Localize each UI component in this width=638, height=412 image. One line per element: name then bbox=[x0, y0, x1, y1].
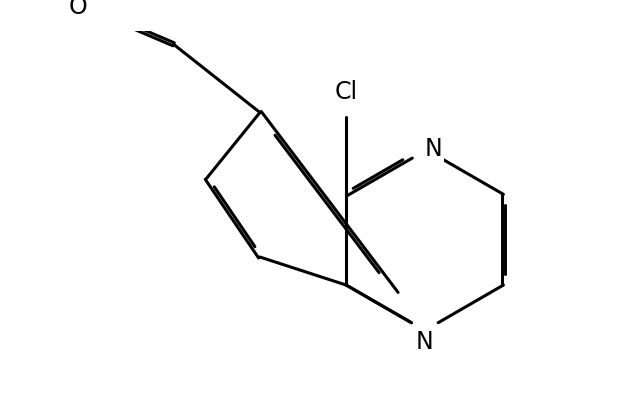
Text: O: O bbox=[68, 0, 87, 19]
Text: N: N bbox=[416, 330, 434, 354]
Text: Cl: Cl bbox=[335, 80, 358, 103]
Text: N: N bbox=[425, 137, 443, 161]
